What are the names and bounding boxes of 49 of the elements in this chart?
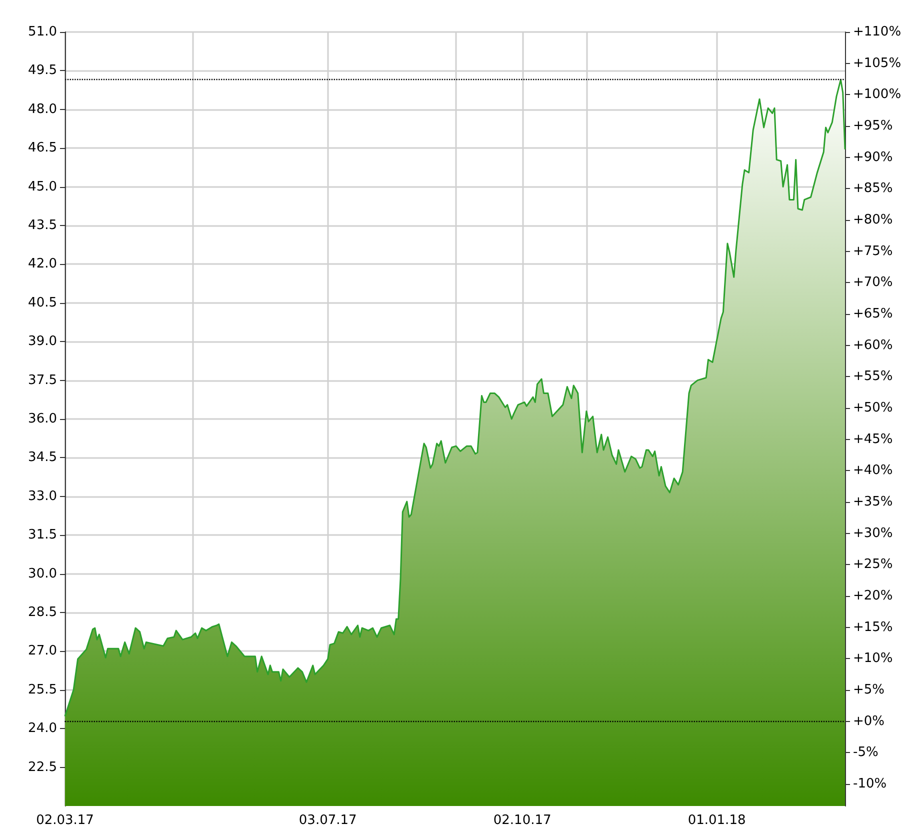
y2-tick-label: +80%	[853, 212, 893, 228]
y2-tick-label: +20%	[853, 588, 893, 604]
y-tick-label: 39.0	[28, 334, 57, 350]
y2-tick-label: +50%	[853, 400, 893, 416]
y-tick-label: 25.5	[28, 682, 57, 698]
y-tick-label: 46.5	[28, 140, 57, 156]
y-tick-label: 37.5	[28, 372, 57, 388]
y-tick-label: 30.0	[28, 566, 57, 582]
y2-tick-label: +100%	[853, 87, 902, 102]
y-tick-label: 33.0	[28, 488, 57, 504]
y2-tick-label: +95%	[853, 118, 893, 134]
y-tick-label: 36.0	[28, 412, 57, 426]
x-tick-label: 01.01.18	[688, 813, 746, 828]
x-tick-label: 02.10.17	[493, 813, 552, 828]
y2-tick-label: -10%	[853, 776, 887, 792]
y2-tick-label: -5%	[853, 745, 878, 760]
y2-tick-label: +105%	[853, 56, 902, 71]
y-tick-label: 45.0	[28, 179, 57, 194]
y2-tick-label: +65%	[853, 306, 893, 322]
y-tick-label: 24.0	[28, 721, 57, 736]
y-tick-label: 27.0	[28, 644, 57, 659]
y2-tick-label: +45%	[853, 432, 893, 447]
y2-tick-label: +10%	[853, 651, 893, 666]
y2-tick-label: +35%	[853, 494, 893, 510]
y-tick-label: 49.5	[28, 63, 57, 78]
y2-tick-label: +60%	[853, 338, 893, 353]
y-tick-label: 51.0	[28, 24, 57, 40]
y-tick-label: 22.5	[28, 760, 57, 775]
y2-tick-label: +0%	[853, 714, 885, 729]
y-tick-label: 48.0	[28, 102, 57, 117]
y2-tick-label: +25%	[853, 557, 893, 572]
y2-tick-label: +70%	[853, 275, 893, 290]
y2-tick-label: +40%	[853, 463, 893, 478]
y2-tick-label: +110%	[853, 24, 902, 40]
y2-tick-label: +15%	[853, 620, 893, 635]
y2-tick-label: +5%	[853, 682, 885, 698]
y2-tick-label: +75%	[853, 244, 893, 259]
y2-tick-label: +90%	[853, 150, 893, 165]
y-tick-label: 43.5	[28, 218, 57, 233]
y2-tick-label: +55%	[853, 369, 893, 384]
y-tick-label: 34.5	[28, 450, 57, 466]
x-tick-label: 03.07.17	[298, 813, 357, 828]
y-tick-label: 31.5	[28, 528, 57, 543]
y-tick-label: 28.5	[28, 605, 57, 620]
y-tick-label: 42.0	[28, 256, 57, 272]
x-tick-label: 02.03.17	[36, 813, 94, 828]
y-tick-label: 40.5	[28, 295, 57, 310]
y2-tick-label: +85%	[853, 181, 893, 196]
y2-tick-label: +30%	[853, 526, 893, 541]
